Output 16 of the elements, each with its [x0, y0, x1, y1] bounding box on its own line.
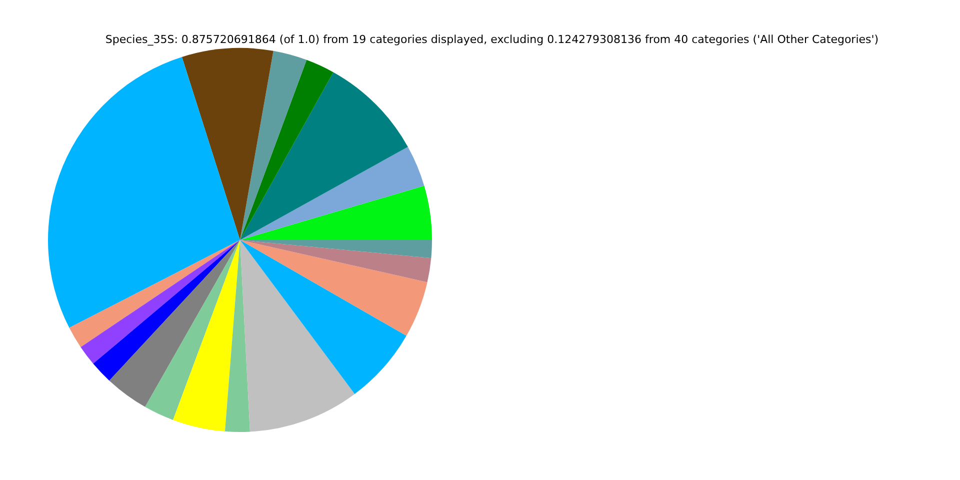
pie-slice [80, 240, 240, 364]
pie-slice [240, 50, 307, 240]
pie-slice [69, 240, 240, 348]
pie-slice [182, 48, 274, 240]
pie-slice [240, 60, 334, 240]
pie-slice [240, 72, 408, 240]
pie-slice [109, 240, 240, 407]
text: Species_35S: 0.875720691864 (of 1.0) from 19 categories displayed, excluding 0.124279308136 from 40 categories ('All Other Categories') [105, 33, 879, 46]
pie-slice [240, 186, 432, 240]
pie-slice [240, 240, 355, 432]
pie-slice [240, 240, 428, 336]
pie-slice [240, 240, 432, 282]
pie-slice [93, 240, 240, 381]
pie-slice [240, 240, 432, 258]
pie-slice [240, 146, 424, 240]
pie-slice [173, 240, 240, 432]
